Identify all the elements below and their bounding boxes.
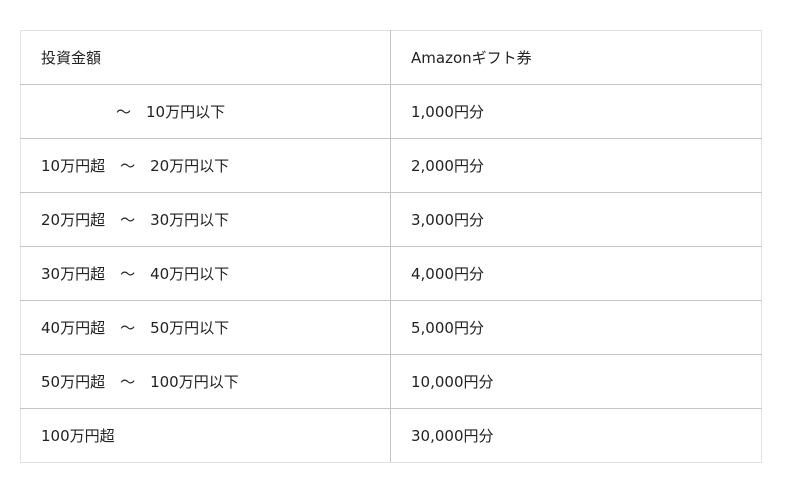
investment-range: 20万円超 ～ 30万円以下: [20, 192, 391, 247]
table-row: ～ 10万円以下 1,000円分: [20, 84, 762, 139]
table-row: 50万円超 ～ 100万円以下 10,000円分: [20, 354, 762, 409]
investment-range: 30万円超 ～ 40万円以下: [20, 246, 391, 301]
gift-amount: 4,000円分: [390, 246, 762, 301]
gift-amount: 5,000円分: [390, 300, 762, 355]
gift-amount: 1,000円分: [390, 84, 762, 139]
table-row: 30万円超 ～ 40万円以下 4,000円分: [20, 246, 762, 301]
header-investment-amount: 投資金額: [20, 30, 391, 85]
table-row: 20万円超 ～ 30万円以下 3,000円分: [20, 192, 762, 247]
header-gift-card: Amazonギフト券: [390, 30, 762, 85]
investment-range: 50万円超 ～ 100万円以下: [20, 354, 391, 409]
gift-card-table: 投資金額 Amazonギフト券 ～ 10万円以下 1,000円分 10万円超 ～…: [20, 30, 762, 463]
investment-range: ～ 10万円以下: [20, 84, 391, 139]
table-row: 40万円超 ～ 50万円以下 5,000円分: [20, 300, 762, 355]
gift-amount: 3,000円分: [390, 192, 762, 247]
gift-amount: 2,000円分: [390, 138, 762, 193]
table-row: 10万円超 ～ 20万円以下 2,000円分: [20, 138, 762, 193]
table-row: 100万円超 30,000円分: [20, 408, 762, 463]
table-header-row: 投資金額 Amazonギフト券: [20, 30, 762, 85]
investment-range: 40万円超 ～ 50万円以下: [20, 300, 391, 355]
gift-amount: 30,000円分: [390, 408, 762, 463]
investment-range: 100万円超: [20, 408, 391, 463]
investment-range: 10万円超 ～ 20万円以下: [20, 138, 391, 193]
gift-amount: 10,000円分: [390, 354, 762, 409]
